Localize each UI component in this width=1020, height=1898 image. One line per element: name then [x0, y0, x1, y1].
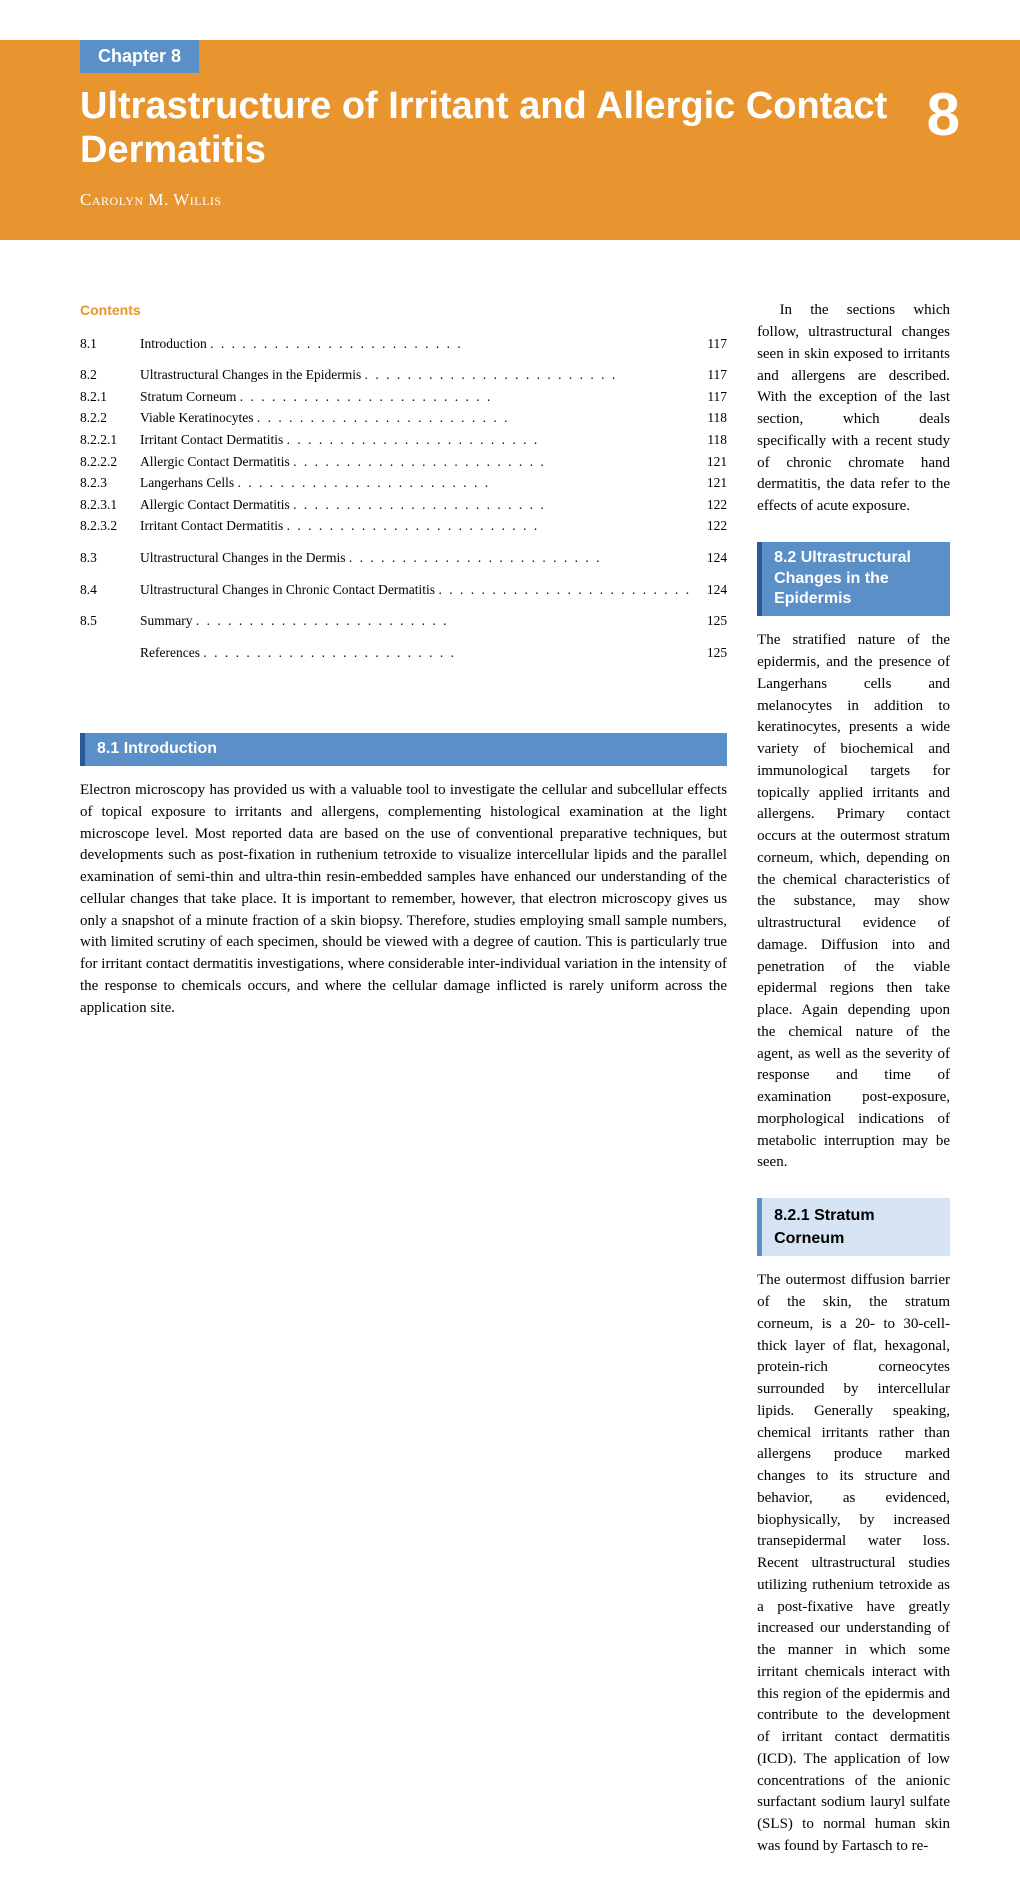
section-heading-8-1: 8.1 Introduction — [80, 733, 727, 766]
toc-row: 8.2.1Stratum Corneum . . . . . . . . . .… — [80, 386, 727, 408]
toc-label: Allergic Contact Dermatitis . . . . . . … — [140, 494, 691, 516]
body-paragraph: Electron microscopy has provided us with… — [80, 780, 727, 1019]
toc-label: Irritant Contact Dermatitis . . . . . . … — [140, 429, 691, 451]
toc-number: 8.2.2.1 — [80, 429, 140, 451]
toc-number: 8.2 — [80, 364, 140, 386]
table-of-contents: 8.1Introduction . . . . . . . . . . . . … — [80, 333, 727, 664]
toc-row: 8.2.3.1Allergic Contact Dermatitis . . .… — [80, 494, 727, 516]
toc-page: 125 — [691, 610, 727, 632]
toc-label: Allergic Contact Dermatitis . . . . . . … — [140, 451, 691, 473]
section-heading-8-2: 8.2 Ultrastructural Changes in the Epide… — [757, 542, 950, 616]
toc-row: 8.2.3.2Irritant Contact Dermatitis . . .… — [80, 515, 727, 537]
right-column: In the sections which follow, ultrastruc… — [757, 300, 950, 1857]
toc-page: 117 — [691, 333, 727, 355]
body-paragraph: In the sections which follow, ultrastruc… — [757, 300, 950, 518]
toc-label: Ultrastructural Changes in the Dermis . … — [140, 547, 691, 569]
contents-heading: Contents — [80, 300, 727, 320]
author: Carolyn M. Willis — [0, 190, 1020, 210]
toc-label: Stratum Corneum . . . . . . . . . . . . … — [140, 386, 691, 408]
toc-label: Viable Keratinocytes . . . . . . . . . .… — [140, 407, 691, 429]
toc-page: 117 — [691, 386, 727, 408]
toc-row: 8.4Ultrastructural Changes in Chronic Co… — [80, 579, 727, 601]
toc-number: 8.4 — [80, 579, 140, 601]
content-area: Contents 8.1Introduction . . . . . . . .… — [0, 240, 1020, 1897]
toc-label: References . . . . . . . . . . . . . . .… — [140, 642, 691, 664]
toc-page: 122 — [691, 515, 727, 537]
toc-page: 121 — [691, 472, 727, 494]
chapter-header: Chapter 8 Ultrastructure of Irritant and… — [0, 40, 1020, 240]
toc-number: 8.2.3.1 — [80, 494, 140, 516]
toc-number: 8.2.1 — [80, 386, 140, 408]
intro-section: 8.1 Introduction Electron microscopy has… — [80, 733, 727, 1019]
toc-number: 8.2.3 — [80, 472, 140, 494]
toc-label: Langerhans Cells . . . . . . . . . . . .… — [140, 472, 691, 494]
toc-row: 8.2.3Langerhans Cells . . . . . . . . . … — [80, 472, 727, 494]
toc-row: References . . . . . . . . . . . . . . .… — [80, 642, 727, 664]
toc-label: Ultrastructural Changes in Chronic Conta… — [140, 579, 691, 601]
left-column: Contents 8.1Introduction . . . . . . . .… — [80, 300, 727, 1857]
title-row: Ultrastructure of Irritant and Allergic … — [0, 85, 1020, 172]
toc-row: 8.2.2Viable Keratinocytes . . . . . . . … — [80, 407, 727, 429]
toc-page: 117 — [691, 364, 727, 386]
toc-label: Irritant Contact Dermatitis . . . . . . … — [140, 515, 691, 537]
toc-page: 124 — [691, 579, 727, 601]
chapter-title: Ultrastructure of Irritant and Allergic … — [80, 85, 927, 172]
toc-number: 8.3 — [80, 547, 140, 569]
toc-number: 8.2.2.2 — [80, 451, 140, 473]
toc-page: 122 — [691, 494, 727, 516]
toc-page: 118 — [691, 429, 727, 451]
toc-row: 8.1Introduction . . . . . . . . . . . . … — [80, 333, 727, 355]
chapter-tag: Chapter 8 — [80, 40, 199, 73]
toc-number: 8.2.3.2 — [80, 515, 140, 537]
toc-page: 118 — [691, 407, 727, 429]
body-paragraph: The stratified nature of the epidermis, … — [757, 630, 950, 1174]
toc-row: 8.3Ultrastructural Changes in the Dermis… — [80, 547, 727, 569]
subsection-heading-8-2-1: 8.2.1 Stratum Corneum — [757, 1198, 950, 1256]
toc-page: 124 — [691, 547, 727, 569]
chapter-number: 8 — [927, 85, 960, 145]
toc-label: Summary . . . . . . . . . . . . . . . . … — [140, 610, 691, 632]
toc-number: 8.5 — [80, 610, 140, 632]
toc-row: 8.5Summary . . . . . . . . . . . . . . .… — [80, 610, 727, 632]
toc-row: 8.2.2.1Irritant Contact Dermatitis . . .… — [80, 429, 727, 451]
toc-number: 8.1 — [80, 333, 140, 355]
body-paragraph: The outermost diffusion barrier of the s… — [757, 1270, 950, 1857]
toc-page: 121 — [691, 451, 727, 473]
toc-page: 125 — [691, 642, 727, 664]
toc-label: Introduction . . . . . . . . . . . . . .… — [140, 333, 691, 355]
toc-row: 8.2Ultrastructural Changes in the Epider… — [80, 364, 727, 386]
toc-label: Ultrastructural Changes in the Epidermis… — [140, 364, 691, 386]
toc-number: 8.2.2 — [80, 407, 140, 429]
toc-row: 8.2.2.2Allergic Contact Dermatitis . . .… — [80, 451, 727, 473]
